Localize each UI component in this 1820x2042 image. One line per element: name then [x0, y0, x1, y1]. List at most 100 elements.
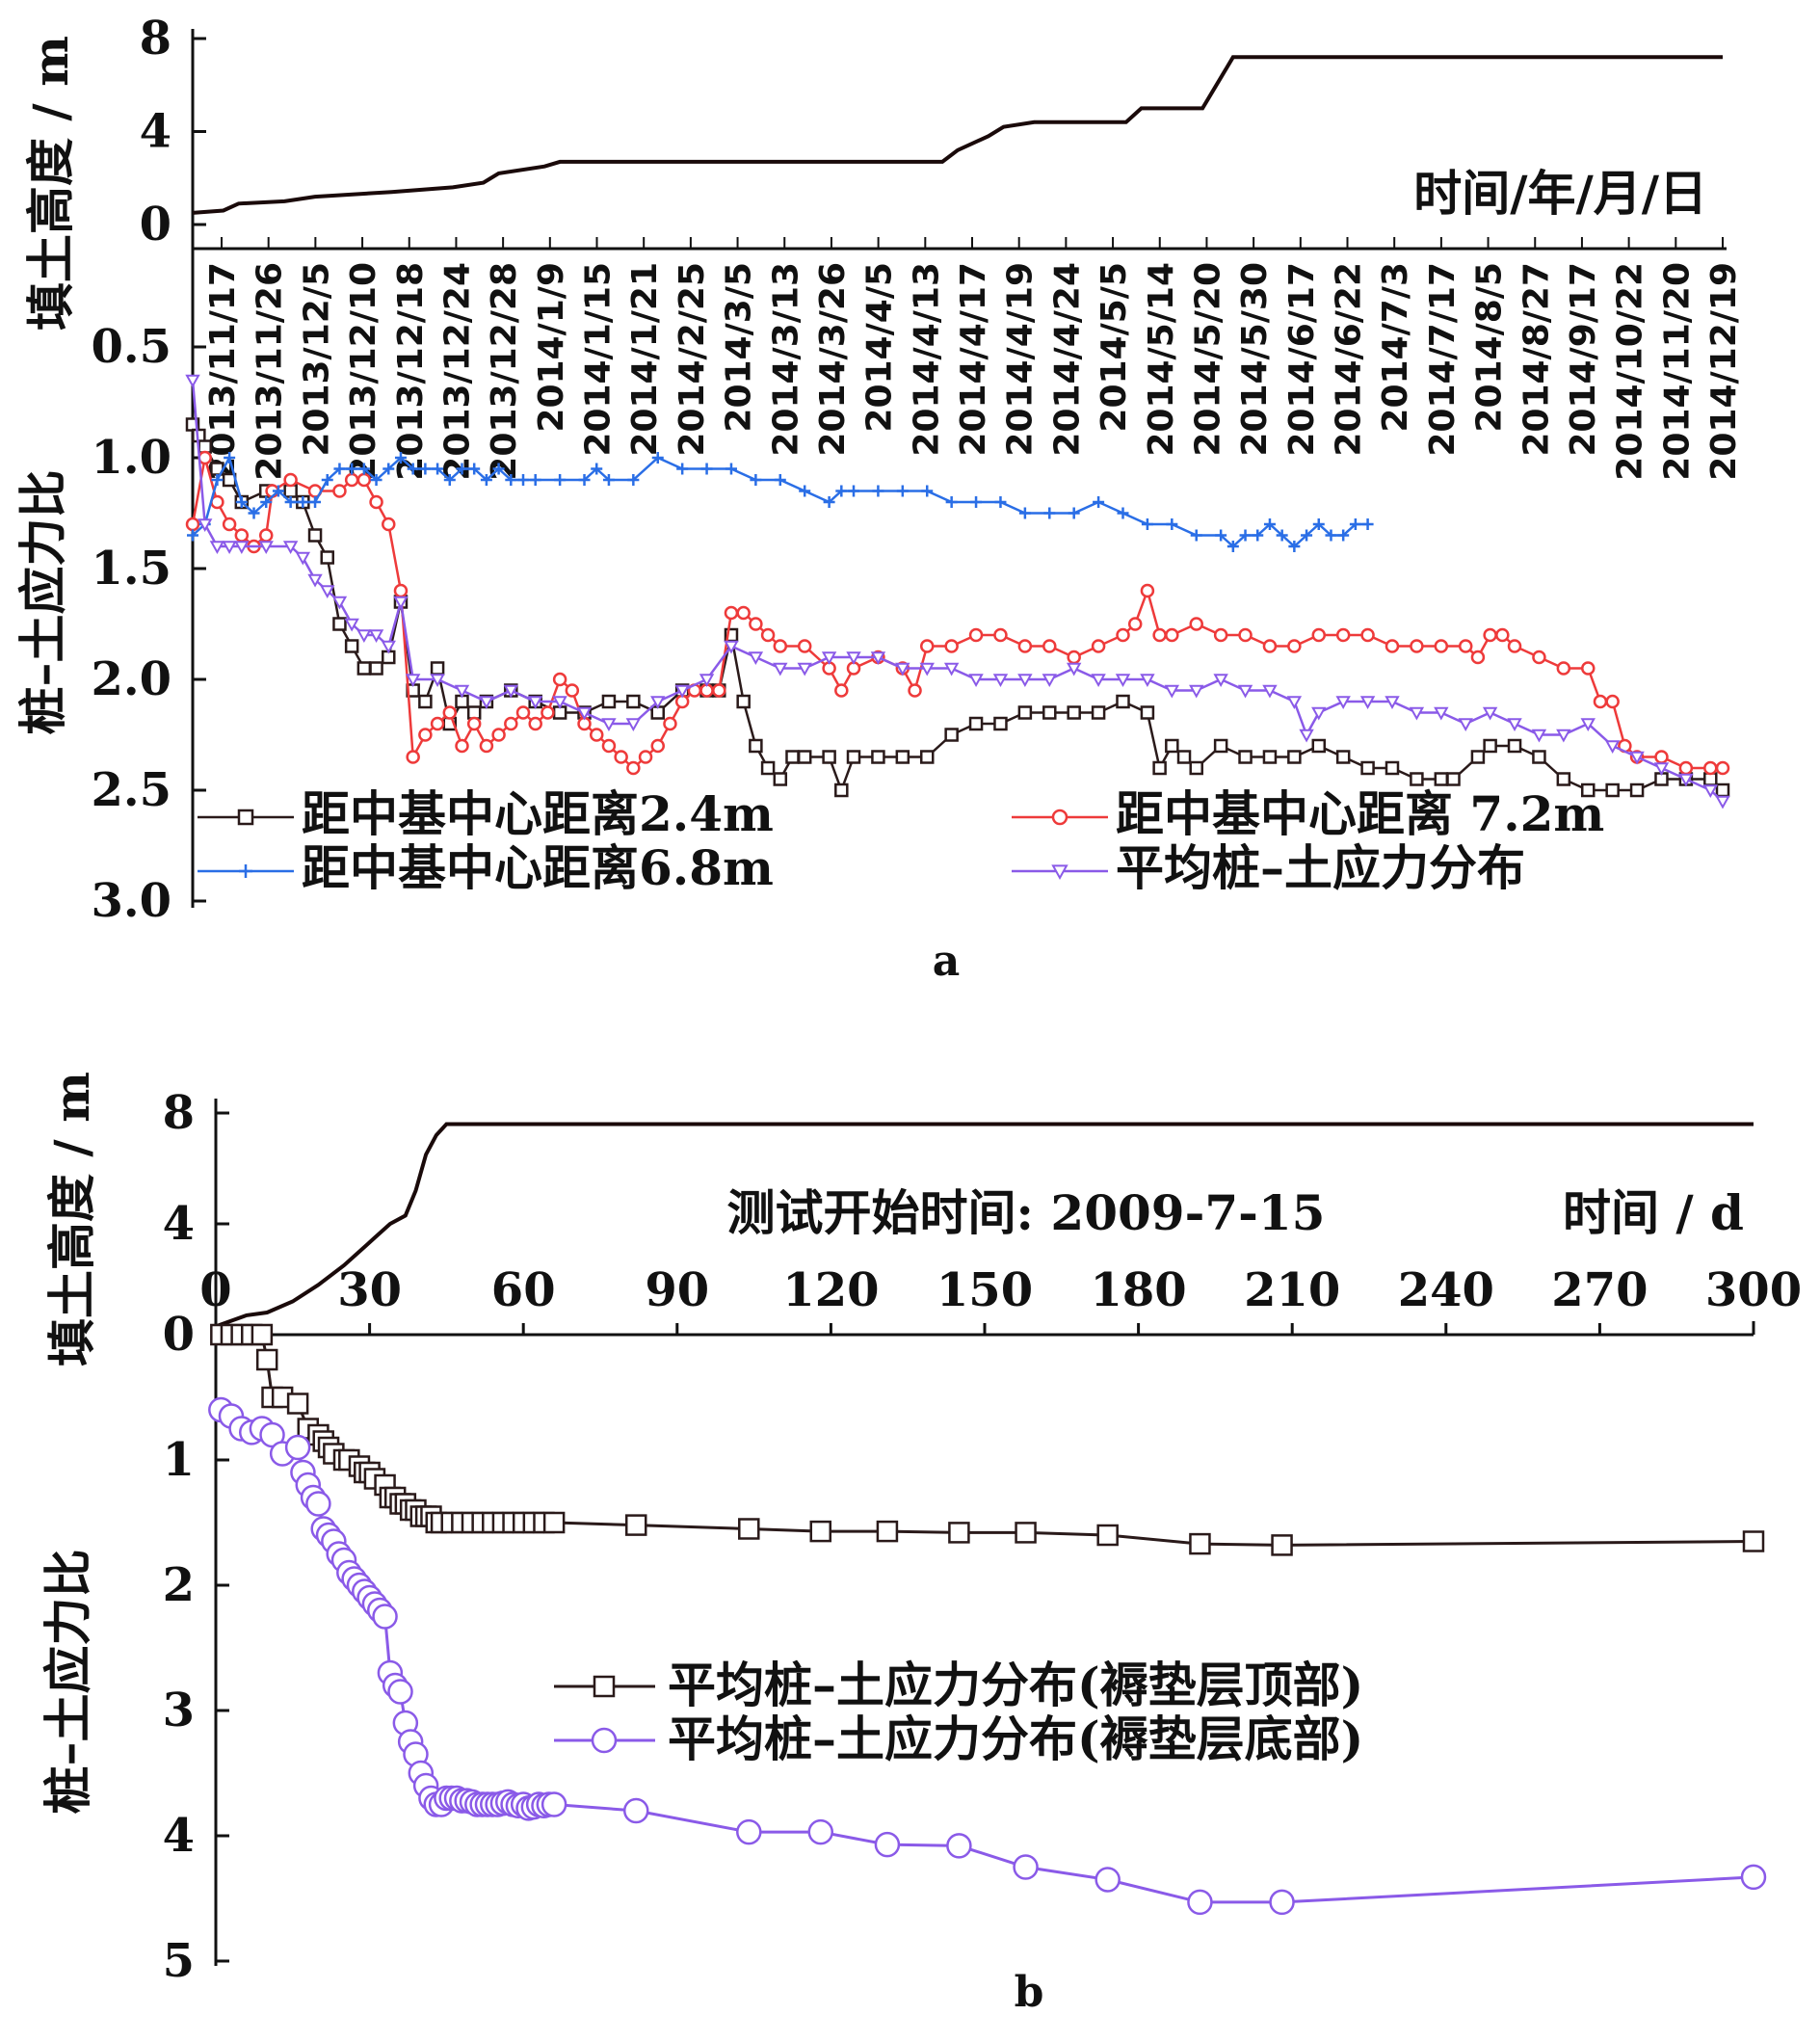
- data-point: [1127, 617, 1143, 631]
- data-point: [234, 541, 250, 555]
- data-point: [307, 573, 323, 588]
- data-point: [529, 474, 541, 486]
- data-point: [1482, 706, 1498, 721]
- data-point: [591, 463, 603, 475]
- data-point: [1116, 627, 1130, 643]
- data-point: [736, 694, 751, 709]
- data-point: [1715, 795, 1730, 809]
- data-point: [871, 750, 885, 764]
- data-point: [419, 463, 432, 475]
- bottom-y-tick-label: 5: [163, 1934, 195, 1988]
- data-point: [1715, 760, 1730, 776]
- data-point: [1581, 782, 1596, 798]
- x-tick-label: 0: [199, 1263, 231, 1317]
- data-point: [1556, 772, 1571, 786]
- data-point: [1678, 760, 1694, 776]
- x-tick-label: 210: [1244, 1263, 1340, 1317]
- data-point: [442, 705, 458, 720]
- data-point: [554, 474, 567, 486]
- bottom-y-tick-label: 1: [163, 1433, 195, 1487]
- data-point: [1189, 684, 1204, 699]
- data-point: [1335, 627, 1351, 643]
- date-tick-label: 2013/12/10: [344, 262, 383, 481]
- series-b-0: [210, 1323, 1765, 1556]
- data-point: [1604, 740, 1621, 755]
- time-axis-label: 时间/年/月/日: [1413, 165, 1707, 222]
- data-point: [650, 738, 666, 754]
- legend-label: 平均桩–土应力分布: [1116, 839, 1525, 896]
- data-point: [1434, 706, 1449, 721]
- bottom-y-tick-label: 3: [163, 1684, 195, 1737]
- data-point: [1068, 507, 1080, 519]
- series-line: [191, 457, 1723, 770]
- data-point: [1189, 617, 1203, 631]
- data-point: [835, 485, 848, 497]
- data-point: [750, 474, 762, 486]
- data-point: [834, 782, 849, 798]
- data-point: [760, 627, 776, 643]
- data-point: [968, 674, 984, 688]
- data-point: [1653, 762, 1670, 777]
- data-point: [552, 672, 567, 687]
- bottom-y-tick-label: 0.5: [91, 320, 171, 374]
- data-point: [601, 738, 617, 754]
- data-point: [1311, 627, 1327, 643]
- data-point: [821, 651, 837, 666]
- data-point: [282, 541, 299, 555]
- data-point: [589, 728, 604, 742]
- data-point: [760, 760, 776, 776]
- data-point: [1152, 760, 1167, 776]
- data-point: [198, 450, 212, 465]
- date-tick-label: 2014/5/20: [1188, 262, 1227, 457]
- data-point: [1434, 639, 1449, 653]
- data-point: [382, 517, 396, 532]
- data-point: [1531, 729, 1547, 743]
- data-point: [1213, 674, 1228, 688]
- data-point: [185, 374, 200, 388]
- data-point: [1067, 650, 1081, 665]
- data-point: [224, 452, 236, 464]
- legend-label: 平均桩–土应力分布(褥垫层底部): [668, 1711, 1363, 1767]
- date-tick-label: 2014/3/26: [813, 262, 853, 457]
- data-point: [1458, 639, 1473, 653]
- top-y-tick-label: 0: [140, 198, 171, 252]
- data-point: [320, 550, 334, 565]
- bottom-y-tick-label: 2: [163, 1558, 195, 1612]
- data-point: [1042, 639, 1057, 653]
- data-point: [1335, 750, 1351, 764]
- data-point: [1581, 661, 1596, 676]
- top-y-tick-label: 4: [140, 105, 171, 159]
- data-point: [432, 463, 444, 475]
- data-point: [1360, 760, 1375, 776]
- data-point: [1385, 639, 1400, 653]
- data-point: [1269, 1889, 1295, 1916]
- data-point: [356, 661, 372, 676]
- data-point: [1116, 694, 1130, 709]
- data-point: [1066, 662, 1082, 676]
- data-point: [576, 706, 593, 721]
- data-point: [1434, 772, 1449, 786]
- data-point: [479, 738, 494, 754]
- data-point: [876, 1520, 899, 1543]
- x-tick-label: 300: [1705, 1263, 1802, 1317]
- data-point: [387, 1679, 413, 1705]
- data-point: [1325, 529, 1337, 542]
- data-point: [993, 716, 1008, 731]
- data-point: [418, 728, 433, 742]
- data-point: [1152, 627, 1167, 643]
- legend-marker: [239, 864, 252, 878]
- data-point: [1678, 773, 1694, 787]
- data-point: [1409, 706, 1425, 721]
- data-point: [626, 760, 641, 776]
- data-point: [622, 1797, 649, 1824]
- data-point: [627, 474, 640, 486]
- data-point: [1263, 518, 1276, 530]
- data-point: [602, 474, 615, 486]
- x-tick-label: 90: [645, 1263, 709, 1317]
- data-point: [466, 716, 482, 731]
- data-point: [1018, 507, 1031, 519]
- data-point: [307, 528, 323, 543]
- data-point: [1091, 674, 1106, 688]
